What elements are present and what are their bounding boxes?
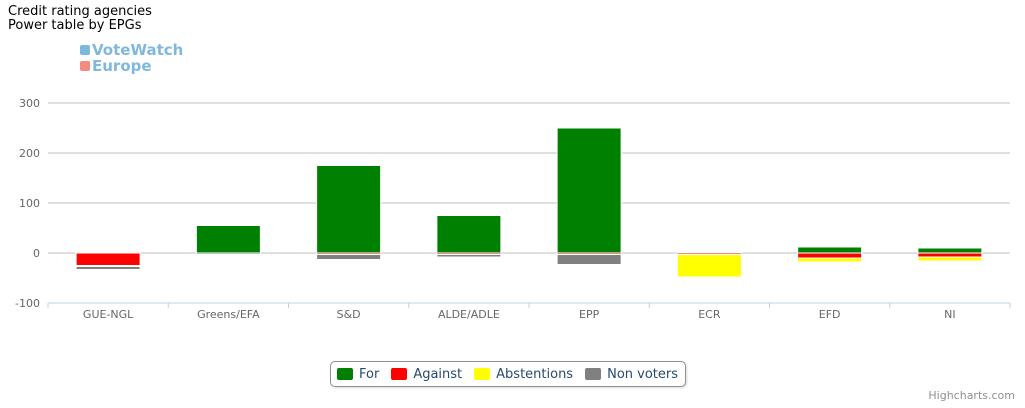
bar-non-voters bbox=[436, 254, 502, 258]
bar-non-voters bbox=[316, 254, 382, 260]
x-tick-label: EPP bbox=[579, 308, 600, 321]
bar-abstentions bbox=[676, 254, 742, 278]
legend-swatch bbox=[474, 368, 491, 380]
legend-label: Against bbox=[413, 366, 463, 382]
bar-abstentions bbox=[797, 257, 863, 263]
x-tick-label: ALDE/ADLE bbox=[438, 308, 500, 321]
x-tick-label: Greens/EFA bbox=[197, 308, 260, 321]
bar-abstentions bbox=[917, 256, 983, 262]
legend-item-for[interactable]: For bbox=[337, 367, 379, 382]
bar-for bbox=[797, 246, 863, 254]
x-tick-label: ECR bbox=[698, 308, 721, 321]
legend-item-against[interactable]: Against bbox=[391, 367, 462, 382]
legend-swatch bbox=[585, 368, 602, 380]
bar-non-voters bbox=[556, 254, 622, 265]
bar-against bbox=[75, 252, 141, 266]
chart-title: Credit rating agencies bbox=[8, 4, 152, 19]
y-tick-label: -100 bbox=[15, 297, 40, 310]
legend-swatch bbox=[391, 368, 408, 380]
y-tick-label: 0 bbox=[33, 247, 40, 260]
bar-for bbox=[195, 225, 261, 254]
legend-item-non-voters[interactable]: Non voters bbox=[585, 367, 678, 382]
votewatch-logo: VoteWatch Europe bbox=[80, 42, 183, 74]
bar-for bbox=[556, 127, 622, 254]
y-tick-label: 100 bbox=[19, 197, 40, 210]
x-tick-label: GUE-NGL bbox=[83, 308, 134, 321]
x-tick-label: EFD bbox=[819, 308, 841, 321]
bar-against bbox=[797, 252, 863, 259]
y-tick-label: 300 bbox=[19, 97, 40, 110]
legend-label: Non voters bbox=[607, 366, 679, 382]
legend-item-abstentions[interactable]: Abstentions bbox=[474, 367, 573, 382]
chart-legend: For Against Abstentions Non voters bbox=[330, 361, 686, 387]
bar-against bbox=[917, 252, 983, 258]
legend-swatch bbox=[337, 368, 353, 380]
highcharts-credit-link[interactable]: Highcharts.com bbox=[928, 389, 1015, 402]
bar-for bbox=[316, 165, 382, 254]
chart-subtitle: Power table by EPGs bbox=[8, 18, 142, 33]
legend-label: For bbox=[359, 366, 380, 382]
x-tick-label: NI bbox=[944, 308, 955, 321]
bar-non-voters bbox=[195, 252, 261, 255]
legend-label: Abstentions bbox=[496, 366, 574, 382]
bar-for bbox=[436, 215, 502, 254]
y-tick-label: 200 bbox=[19, 147, 40, 160]
x-tick-label: S&D bbox=[337, 308, 361, 321]
bar-non-voters bbox=[75, 266, 141, 270]
bar-non-voters bbox=[676, 276, 742, 279]
bar-for bbox=[917, 247, 983, 254]
